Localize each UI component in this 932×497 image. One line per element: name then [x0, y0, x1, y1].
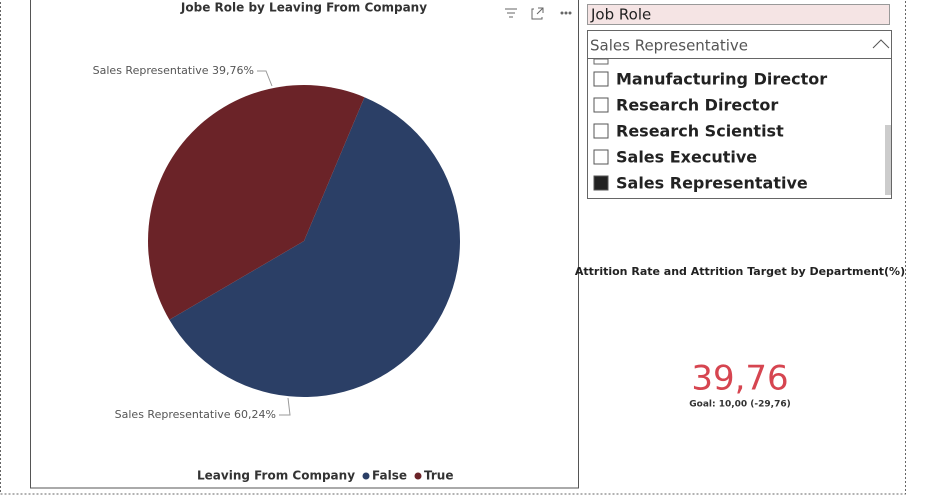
legend: Leaving From Company False True [197, 469, 453, 483]
checkbox[interactable] [593, 97, 609, 113]
card-title: Attrition Rate and Attrition Target by D… [575, 265, 905, 278]
slicer-title: Job Role [590, 6, 651, 24]
page-frame [0, 0, 906, 495]
legend-label: False [372, 469, 407, 483]
legend-title: Leaving From Company [197, 469, 355, 483]
leader-line [279, 397, 291, 416]
slicer-item[interactable]: Research Director [616, 96, 778, 115]
pie-slice [169, 97, 460, 398]
cut-item-box [593, 58, 609, 65]
slicer-item[interactable]: Manufacturing Director [616, 70, 827, 89]
legend-swatch [362, 472, 370, 480]
dropdown-chevron[interactable] [872, 39, 890, 49]
visual-icons[interactable] [505, 7, 572, 20]
slicer-item[interactable]: Sales Executive [616, 148, 757, 167]
legend-label: True [424, 469, 453, 483]
card-value: 39,76 [691, 359, 788, 399]
checkbox[interactable] [593, 123, 609, 139]
slicer-list [587, 58, 892, 199]
slicer-item[interactable]: Research Scientist [616, 122, 784, 141]
checkbox[interactable] [593, 175, 609, 191]
card-goal: Goal: 10,00 (-29,76) [689, 400, 791, 410]
data-label: Sales Representative 39,76% [93, 64, 254, 77]
checkbox[interactable] [593, 149, 609, 165]
slicer-selected: Sales Representative [590, 37, 748, 55]
slicer-dropdown[interactable] [587, 30, 892, 59]
leader-line [257, 70, 273, 87]
legend-swatch [414, 472, 422, 480]
data-label: Sales Representative 60,24% [115, 408, 276, 421]
pie-slice [147, 84, 365, 320]
scrollbar[interactable] [885, 125, 891, 195]
pie: Sales Representative 60,24% Sales Represe… [93, 64, 460, 421]
checkbox[interactable] [593, 71, 609, 87]
slicer-items: Manufacturing Director Research Director R… [593, 70, 827, 193]
slicer-header [587, 4, 890, 25]
slicer-item[interactable]: Sales Representative [616, 174, 808, 193]
chart-title: Jobe Role by Leaving From Company [180, 1, 427, 15]
